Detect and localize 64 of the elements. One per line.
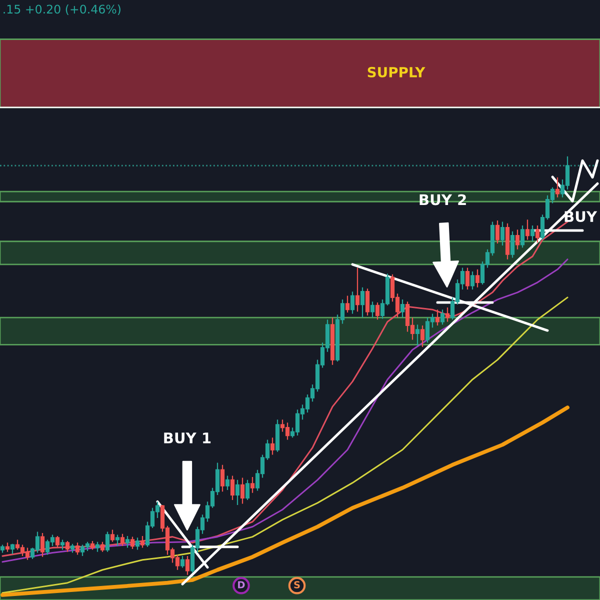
candlestick [360,286,365,318]
candlestick [415,324,420,346]
candlestick [110,529,115,542]
candlestick [510,230,515,258]
candlestick [75,542,80,556]
candlestick [180,556,185,568]
candlestick [495,220,500,244]
candlestick [350,291,355,314]
candlestick [245,479,250,501]
candlestick [230,475,235,501]
candlestick [535,224,540,244]
candlestick [115,534,120,547]
candlestick [240,477,245,504]
candlestick [500,221,505,246]
candlestick [250,476,255,494]
band-label: SUPPLY [368,66,426,78]
candlestick [345,295,350,314]
text: S [294,581,300,588]
candlestick [55,535,60,548]
candlestick [515,229,520,250]
candlestick [185,556,190,576]
candlestick [475,268,480,288]
candlestick [330,316,335,366]
candlestick [370,301,375,318]
candlestick [100,541,105,552]
candlestick [530,224,535,242]
candlestick [270,437,275,456]
candlestick [130,536,135,550]
candlestick [465,267,470,290]
candlestick [120,533,125,547]
candlestick [400,298,405,318]
candlestick [235,479,240,506]
candlestick [275,419,280,452]
candlestick [60,539,65,550]
candlestick [125,535,130,548]
candlestick [0,544,5,554]
candlestick [105,531,110,552]
candlestick [375,302,380,320]
candlestick [445,306,450,322]
candlestick [70,543,75,554]
candlestick [95,541,100,552]
candlestick [90,540,95,550]
candlestick [135,537,140,550]
candlestick [505,222,510,260]
candlestick [10,543,15,555]
candlestick [365,288,370,316]
text: .15 +0.20 (+0.46%) [4,4,120,16]
candlestick [520,224,525,248]
annotation: BUY 2 [420,194,466,206]
candlestick [355,267,360,312]
candlestick [220,464,225,492]
candlestick [435,309,440,326]
candlestick [525,219,530,240]
candlestick [555,176,560,198]
candlestick [440,309,445,326]
annotation: BUY 1 [164,432,211,444]
candlestick [225,475,230,490]
candlestick [140,535,145,548]
candlestick [420,324,425,348]
candlestick [5,542,10,552]
candlestick [470,270,475,290]
candlestick [40,532,45,558]
text: D [238,581,245,588]
candlestick [65,540,70,552]
